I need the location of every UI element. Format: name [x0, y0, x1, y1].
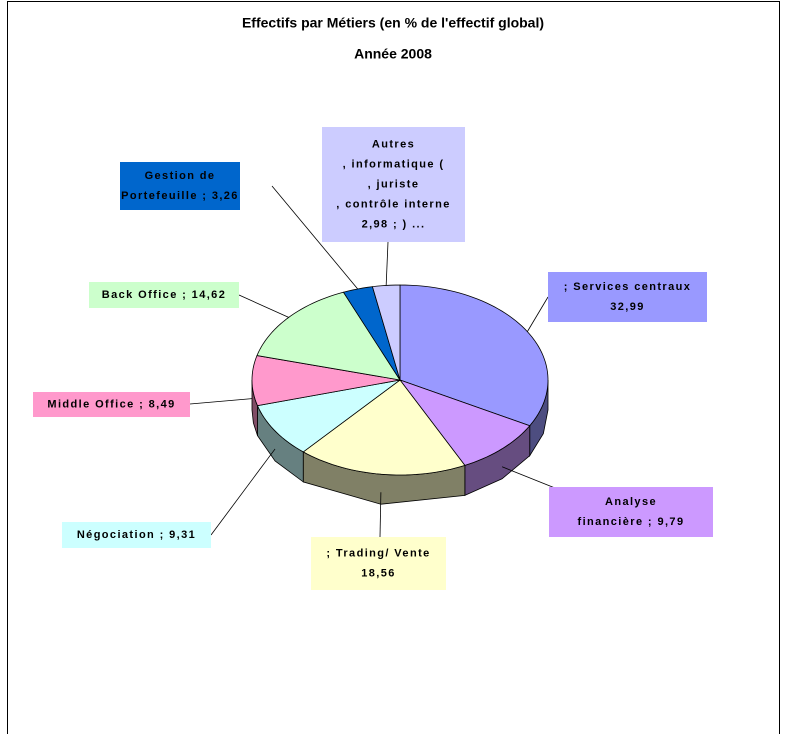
leader-line: [527, 296, 549, 332]
data-label: ; Trading/ Vente: [326, 547, 430, 559]
data-label: Portefeuille ; 3,26: [121, 190, 239, 202]
data-label: Négociation ; 9,31: [77, 529, 196, 541]
data-label-box: [548, 272, 707, 322]
leader-line: [210, 448, 276, 536]
data-label: Middle Office ; 8,49: [47, 398, 175, 410]
pie-slice: [256, 379, 401, 453]
pie-slice: [398, 379, 531, 466]
data-label-box: [549, 487, 713, 537]
data-label: Analyse: [605, 496, 657, 508]
data-label-box: [322, 127, 465, 242]
leader-line: [379, 492, 382, 538]
leader-line: [189, 398, 253, 405]
chart-title: Effectifs par Métiers (en % de l'effecti…: [242, 15, 544, 31]
data-label: ; Services centraux: [564, 281, 692, 293]
data-label: 2,98 ; ) ...: [362, 218, 426, 230]
data-label-box: [120, 162, 240, 210]
leader-line: [385, 241, 389, 286]
data-label: 32,99: [610, 301, 645, 313]
pie-slice: [302, 379, 466, 476]
data-label: 18,56: [361, 567, 396, 579]
leader-line: [271, 185, 359, 290]
leader-line: [501, 466, 561, 491]
data-label: , contrôle interne: [336, 198, 450, 210]
pie-slice: [399, 284, 549, 427]
data-label: Autres: [372, 138, 415, 150]
pie-slice: [342, 286, 401, 381]
data-label-box: [89, 282, 239, 308]
data-label: Gestion de: [145, 170, 216, 182]
data-label-box: [62, 522, 211, 548]
data-label: Back Office ; 14,62: [102, 289, 226, 301]
data-label-box: [33, 392, 190, 417]
chart-subtitle: Année 2008: [354, 46, 432, 62]
data-label: financière ; 9,79: [578, 516, 685, 528]
data-label-box: [311, 537, 446, 590]
leader-line: [238, 294, 289, 318]
pie-slice: [256, 291, 401, 381]
pie-slice: [251, 355, 401, 407]
pie-slice: [371, 284, 401, 381]
data-label: , juriste: [368, 178, 420, 190]
data-label: , informatique (: [343, 158, 445, 170]
